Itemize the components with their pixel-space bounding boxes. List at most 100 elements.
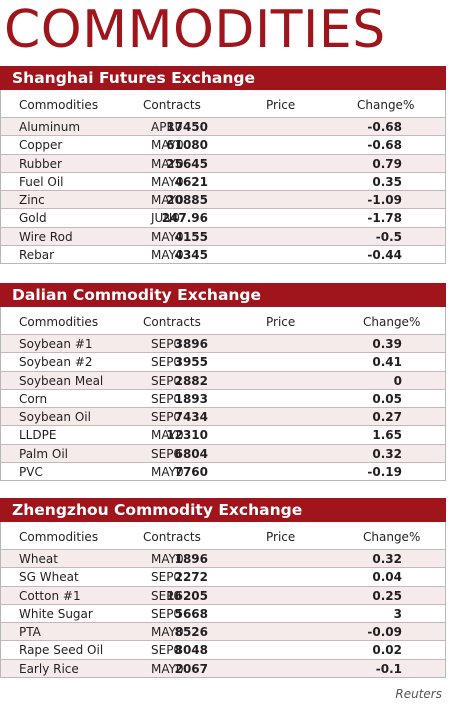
cell-change: 0.79: [372, 156, 402, 171]
table-row: SG Wheat SEP0 2272 0.04: [1, 567, 445, 585]
cell-price: 6804: [174, 446, 208, 461]
cell-price: 4621: [174, 174, 208, 189]
cell-price: 1893: [174, 391, 208, 406]
page-title: COMMODITIES: [4, 0, 386, 60]
cell-commodity: Fuel Oil: [19, 174, 64, 189]
cell-change: 0.04: [372, 570, 402, 585]
header-price: Price: [266, 98, 296, 112]
cell-price: 2272: [174, 570, 208, 585]
cell-price: 5668: [174, 606, 208, 621]
section-title: Dalian Commodity Exchange: [0, 283, 446, 307]
cell-commodity: Wire Rod: [19, 229, 73, 244]
cell-commodity: Rubber: [19, 156, 62, 171]
table-rows: Wheat MAY0 1896 0.32 SG Wheat SEP0 2272 0.04 C…: [1, 549, 445, 678]
cell-price: 1896: [174, 552, 208, 566]
cell-commodity: LLDPE: [19, 428, 57, 443]
cell-price: 61080: [166, 138, 208, 153]
header-change: Change%: [357, 98, 415, 112]
cell-commodity: Corn: [19, 391, 48, 406]
cell-price: 2067: [174, 661, 208, 676]
cell-change: 0.35: [372, 174, 402, 189]
cell-change: 0.27: [372, 410, 402, 425]
cell-change: 0.02: [372, 643, 402, 658]
cell-price: 247.96: [161, 211, 208, 226]
cell-contract: MAY0: [151, 248, 184, 263]
cell-contract: JUN0: [151, 211, 180, 226]
cell-commodity: Soybean #1: [19, 337, 93, 351]
header-commodities: Commodities: [19, 315, 99, 329]
cell-contract: SEP0: [151, 570, 182, 585]
table-row: Cotton #1 SEP0 16205 0.25: [1, 585, 445, 604]
cell-contract: MAY0: [151, 193, 184, 208]
cell-commodity: Early Rice: [19, 661, 79, 676]
cell-change: -1.78: [367, 211, 402, 226]
table-row: Soybean Meal SEP0 2882 0: [1, 370, 445, 389]
table-row: Zinc MAY0 20885 -1.09: [1, 190, 445, 209]
cell-change: -0.68: [367, 138, 402, 153]
cell-price: 17450: [166, 120, 208, 134]
cell-commodity: Soybean #2: [19, 355, 93, 370]
cell-contract: MAY0: [151, 552, 184, 566]
cell-price: 7434: [174, 410, 208, 425]
cell-change: -0.44: [367, 248, 402, 263]
table-row: Early Rice MAY0 2067 -0.1: [1, 658, 445, 678]
cell-change: 0.05: [372, 391, 402, 406]
table-row: Soybean #2 SEP0 3955 0.41: [1, 352, 445, 370]
column-headers: Commodities Contracts Price Change%: [1, 522, 445, 549]
cell-price: 25645: [166, 156, 208, 171]
column-headers: Commodities Contracts Price Change%: [1, 307, 445, 334]
cell-contract: SEP0: [151, 643, 182, 658]
cell-change: 0.32: [372, 446, 402, 461]
cell-price: 2882: [174, 373, 208, 388]
section-dalian: Dalian Commodity Exchange Commodities Co…: [0, 283, 446, 482]
table-rows: Aluminum APR0 17450 -0.68 Copper MAY0 61080 -0…: [1, 117, 445, 263]
header-commodities: Commodities: [19, 98, 99, 112]
cell-commodity: Gold: [19, 211, 47, 226]
table-row: PTA MAY0 8526 -0.09: [1, 622, 445, 641]
cell-commodity: White Sugar: [19, 606, 93, 621]
cell-change: -0.5: [375, 229, 402, 244]
header-change: Change%: [363, 315, 421, 329]
cell-contract: SEP0: [151, 355, 182, 370]
cell-contract: SEP0: [151, 588, 182, 603]
table-row: White Sugar SEP0 5668 3: [1, 603, 445, 622]
table-row: Wire Rod MAY0 4155 -0.5: [1, 226, 445, 246]
cell-price: 12310: [166, 428, 208, 443]
header-commodities: Commodities: [19, 530, 99, 544]
cell-change: 0.41: [372, 355, 402, 370]
cell-change: -0.1: [375, 661, 402, 676]
cell-commodity: Aluminum: [19, 120, 81, 134]
table-row: Fuel Oil MAY0 4621 0.35: [1, 171, 445, 190]
cell-contract: MAY0: [151, 174, 184, 189]
cell-commodity: Wheat: [19, 552, 58, 566]
cell-commodity: Palm Oil: [19, 446, 69, 461]
header-contracts: Contracts: [143, 315, 201, 329]
cell-change: 1.65: [372, 428, 402, 443]
cell-commodity: Soybean Oil: [19, 410, 91, 425]
cell-contract: SEP0: [151, 446, 182, 461]
table-row: Rape Seed Oil SEP0 8048 0.02: [1, 640, 445, 658]
cell-price: 7760: [174, 465, 208, 480]
header-price: Price: [266, 315, 296, 329]
cell-change: -1.09: [367, 193, 402, 208]
table-row: PVC MAY0 7760 -0.19: [1, 462, 445, 480]
table-row: Soybean #1 SEP0 3896 0.39: [1, 334, 445, 353]
cell-commodity: SG Wheat: [19, 570, 79, 585]
cell-commodity: Copper: [19, 138, 63, 153]
cell-change: 0.39: [372, 337, 402, 351]
table-row: Wheat MAY0 1896 0.32: [1, 549, 445, 568]
header-contracts: Contracts: [143, 98, 201, 112]
table-row: Corn SEP0 1893 0.05: [1, 388, 445, 407]
cell-contract: SEP0: [151, 391, 182, 406]
cell-contract: MAY0: [151, 661, 184, 676]
source-credit: Reuters: [395, 687, 442, 701]
table-row: Rubber MAY0 25645 0.79: [1, 153, 445, 172]
cell-commodity: PTA: [19, 625, 41, 640]
section-shanghai: Shanghai Futures Exchange Commodities Co…: [0, 66, 446, 265]
header-price: Price: [266, 530, 296, 544]
cell-commodity: Soybean Meal: [19, 373, 104, 388]
cell-change: 0.25: [372, 588, 402, 603]
cell-contract: MAY0: [151, 465, 184, 480]
cell-contract: APR0: [151, 120, 183, 134]
cell-change: -0.09: [367, 625, 402, 640]
